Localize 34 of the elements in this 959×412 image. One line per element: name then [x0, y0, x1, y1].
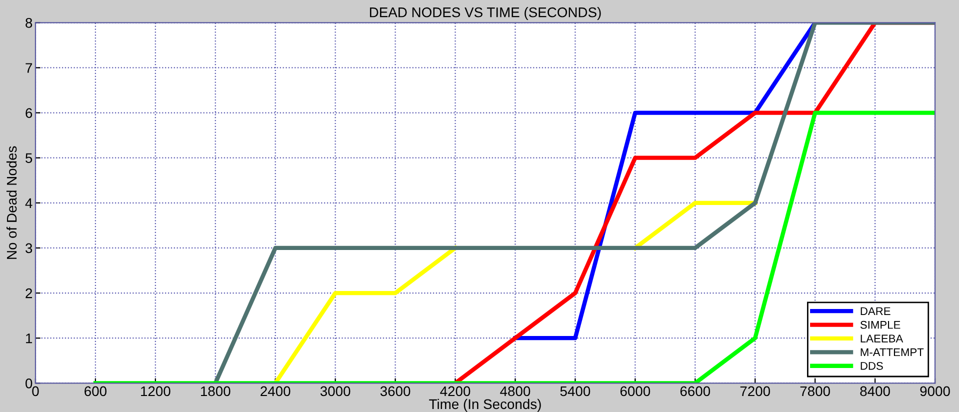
legend-label: M-ATTEMPT: [860, 348, 924, 356]
y-tick-label: 5: [26, 153, 32, 164]
chart-title: DEAD NODES VS TIME (SECONDS): [370, 7, 601, 20]
legend-label: DARE: [860, 307, 890, 315]
x-tick-label: 0: [32, 386, 39, 396]
y-tick-label: 0: [26, 378, 32, 388]
line-series: [213, 22, 936, 384]
x-tick-label: 9000: [920, 386, 950, 396]
x-tick-label: 7200: [740, 386, 770, 396]
y-axis-title: No of Dead Nodes: [6, 146, 17, 259]
x-tick-label: 4200: [440, 386, 470, 396]
y-tick-label: 1: [26, 334, 32, 344]
x-tick-label: 600: [84, 386, 106, 396]
x-tick-label: 3600: [380, 386, 410, 396]
y-tick-label: 3: [26, 243, 32, 254]
x-tick-label: 4800: [500, 386, 530, 396]
y-tick-label: 7: [26, 63, 32, 73]
y-tick-label: 6: [26, 108, 32, 118]
y-tick-label: 2: [26, 288, 32, 298]
x-tick-label: 1800: [201, 386, 230, 396]
x-tick-label: 8400: [860, 386, 890, 396]
x-axis-title: Time (In Seconds): [429, 398, 541, 412]
x-tick-label: 6600: [680, 386, 710, 396]
x-tick-label: 6000: [620, 386, 650, 396]
x-tick-label: 2400: [260, 386, 290, 396]
legend-label: SIMPLE: [860, 320, 900, 329]
legend-label: DDS: [860, 362, 883, 370]
x-tick-label: 7800: [800, 386, 830, 396]
y-tick-label: 8: [26, 18, 32, 28]
x-tick-label: 3000: [320, 386, 350, 396]
legend-label: LAEEBA: [860, 334, 904, 342]
x-tick-label: 1200: [141, 386, 170, 396]
y-tick-label: 4: [25, 198, 32, 208]
x-tick-label: 5400: [560, 386, 590, 396]
